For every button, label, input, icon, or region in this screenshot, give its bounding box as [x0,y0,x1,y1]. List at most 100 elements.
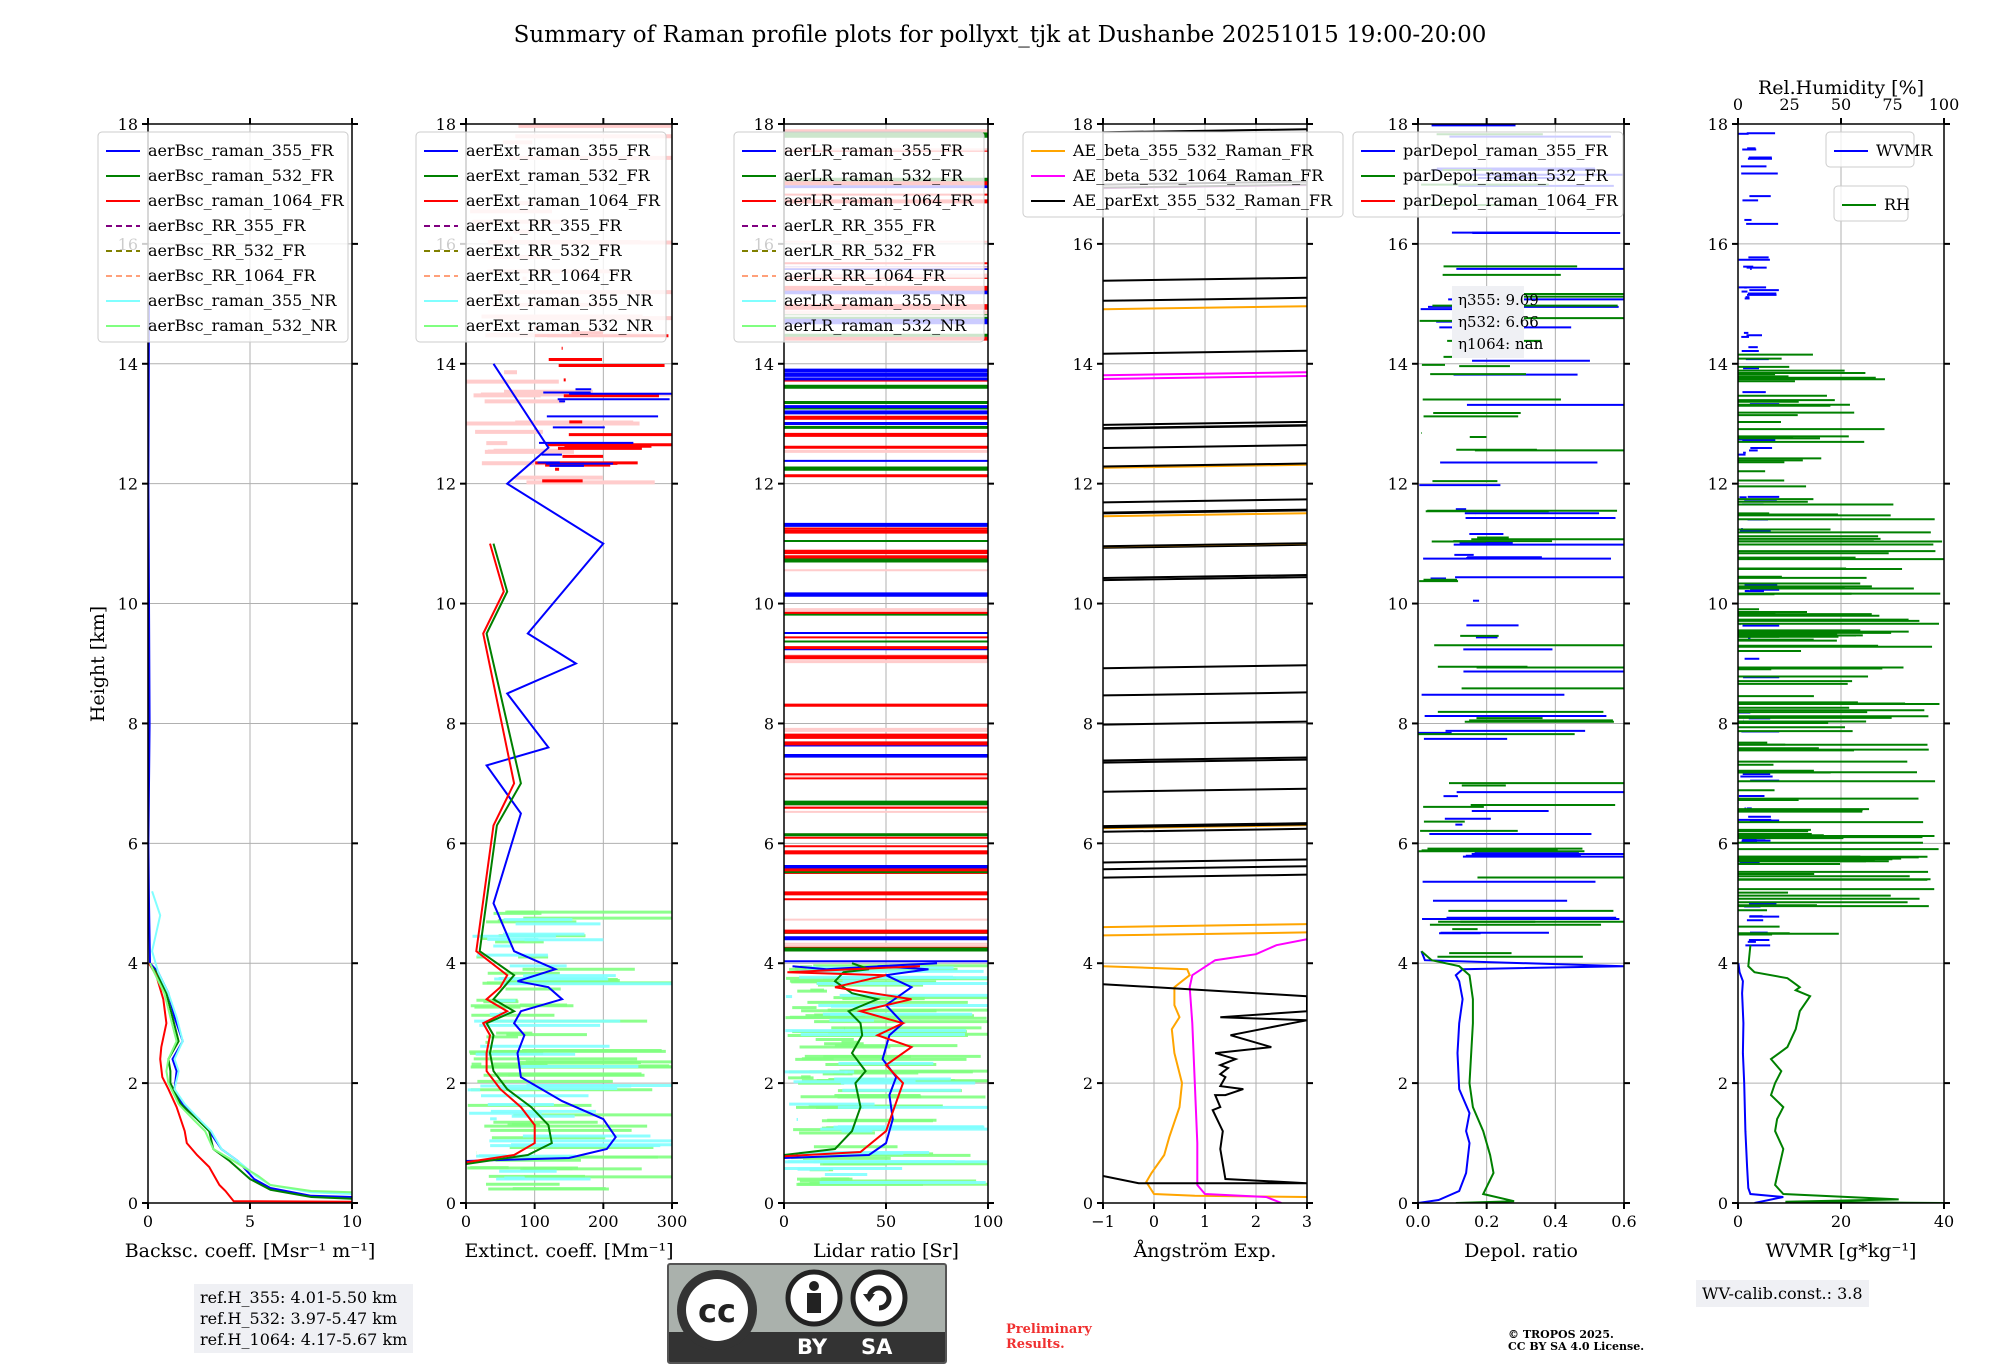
y-tick-label: 10 [1388,595,1408,614]
x2-tick-label: 0 [1733,95,1743,114]
x2-axis-label: Rel.Humidity [%] [1758,77,1924,99]
noise-ae-line [1103,822,1307,828]
x-axis-label: Lidar ratio [Sr] [813,1240,959,1262]
y-tick-label: 18 [436,115,456,134]
y-tick-label: 4 [128,954,138,973]
y-axis-label: Height [km] [87,606,109,722]
noise-ae-line [1103,720,1307,726]
y-tick-label: 2 [764,1074,774,1093]
legend-label: aerLR_raman_355_NR [784,291,967,310]
legend-label: aerExt_raman_532_FR [466,166,651,185]
y-tick-label: 12 [118,475,138,494]
y-tick-label: 14 [118,355,138,374]
legend-label: parDepol_raman_355_FR [1403,141,1609,160]
y-tick-label: 0 [1398,1194,1408,1213]
legend-label: aerBsc_RR_355_FR [148,216,306,235]
series-aerBsc_raman_532_NR [149,962,352,1194]
y-tick-label: 14 [1073,355,1093,374]
x-axis-label: Extinct. coeff. [Mm⁻¹] [464,1240,673,1262]
series-aerBsc_raman_532_FR [148,962,352,1200]
y-tick-label: 8 [128,714,138,733]
legend-box [1825,131,1915,168]
preliminary-line-2: Results. [1006,1337,1065,1352]
x-tick-label: 100 [973,1212,1004,1231]
x-tick-label: 0.0 [1405,1212,1430,1231]
x-tick-label: 0.2 [1474,1212,1499,1231]
legend-label: parDepol_raman_532_FR [1403,166,1609,185]
y-tick-label: 12 [1708,475,1728,494]
x2-tick-label: 75 [1882,95,1902,114]
panel-ext: 0100200300024681012141618Extinct. coeff.… [415,115,687,1262]
legend-label: aerExt_RR_532_FR [466,241,623,260]
legend-label: aerLR_raman_355_FR [784,141,964,160]
noise-ae-line [1103,371,1307,377]
preliminary-note: Preliminary Results. [1006,1322,1092,1352]
series-aerExt_raman_532_FR [466,543,553,1165]
y-tick-label: 10 [118,595,138,614]
legend-label: aerExt_raman_1064_FR [466,191,661,210]
legend-label: aerBsc_raman_532_FR [148,166,334,185]
series-parDepol_raman_532_FR [1420,950,1515,1203]
eta-annotation: η355: 9.09 η532: 6.66 η1064: nan [1452,286,1544,358]
legend-label: aerBsc_raman_355_FR [148,141,334,160]
y-tick-label: 4 [1083,954,1093,973]
y-tick-label: 0 [1718,1194,1728,1213]
x-axis-label: Depol. ratio [1464,1240,1578,1262]
legend-label: aerLR_raman_1064_FR [784,191,974,210]
panel-bsc: 0510024681012141618Backsc. coeff. [Msr⁻¹… [97,115,376,1262]
eta-box [1452,286,1524,358]
noise-ae-line [1103,498,1307,504]
series-aerLR_raman_1064_FR [784,965,921,1158]
y-tick-label: 14 [436,355,456,374]
y-tick-label: 4 [446,954,456,973]
badge-sa-label: SA [861,1335,893,1359]
copyright-line-2: CC BY SA 4.0 License. [1508,1340,1645,1353]
y-tick-label: 6 [1083,834,1093,853]
by-icon [785,1269,843,1327]
y-tick-label: 10 [1073,595,1093,614]
legend-label: parDepol_raman_1064_FR [1403,191,1619,210]
legend-label: aerExt_raman_355_FR [466,141,651,160]
y-tick-label: 18 [754,115,774,134]
y-tick-label: 4 [764,954,774,973]
legend-label: aerBsc_raman_532_NR [148,316,337,335]
ref-height-1064: ref.H_1064: 4.17-5.67 km [200,1330,408,1349]
x-tick-label: 50 [876,1212,896,1231]
legend-box [97,131,349,343]
x-axis-label: Backsc. coeff. [Msr⁻¹ m⁻¹] [125,1240,376,1262]
noise-ae-line [1103,664,1307,670]
series-RH [1747,945,1944,1203]
eta-value: η532: 6.66 [1458,313,1539,331]
y-tick-label: 8 [764,714,774,733]
series-aerLR_raman_532_FR [784,962,881,1156]
legend: aerBsc_raman_355_FR aerBsc_raman_532_FRae… [97,131,349,343]
series-aerBsc_raman_1064_FR [148,962,352,1203]
legend: aerExt_raman_355_FR aerExt_raman_532_FRae… [415,131,667,343]
noise-ae-line [1103,349,1307,355]
y-tick-label: 16 [1708,235,1728,254]
noise-ae-line [1103,512,1307,518]
noise-ae-line [1103,691,1307,697]
legend-label: aerBsc_raman_355_NR [148,291,337,310]
x-tick-label: 0 [143,1212,153,1231]
y-tick-label: 2 [1398,1074,1408,1093]
x2-tick-label: 100 [1929,95,1960,114]
x-tick-label: 200 [588,1212,619,1231]
noise-ae-line [1103,444,1307,450]
series-AE_parExt_355_532_Raman_FR [1103,983,1307,1185]
y-tick-label: 6 [128,834,138,853]
legend-box [1022,131,1344,218]
copyright-line-1: © TROPOS 2025. [1508,1328,1614,1341]
noise-ae-line [1103,463,1307,469]
axes-frame [1417,123,1625,1204]
cc-by-sa-badge: cc BY SA [667,1263,947,1364]
y-tick-label: 10 [436,595,456,614]
y-tick-label: 4 [1718,954,1728,973]
panel-depol: 0.0 0.2 0.4 0.6 0 2 4 6 8 10 12 14 16 18 Depol. ratio p… [1352,115,1637,1262]
cc-icon: cc [677,1270,757,1350]
series-aerExt_raman_1064_FR [466,543,536,1164]
ref-height-355: ref.H_355: 4.01-5.50 km [200,1288,398,1307]
noise-ae-line [1103,931,1307,937]
